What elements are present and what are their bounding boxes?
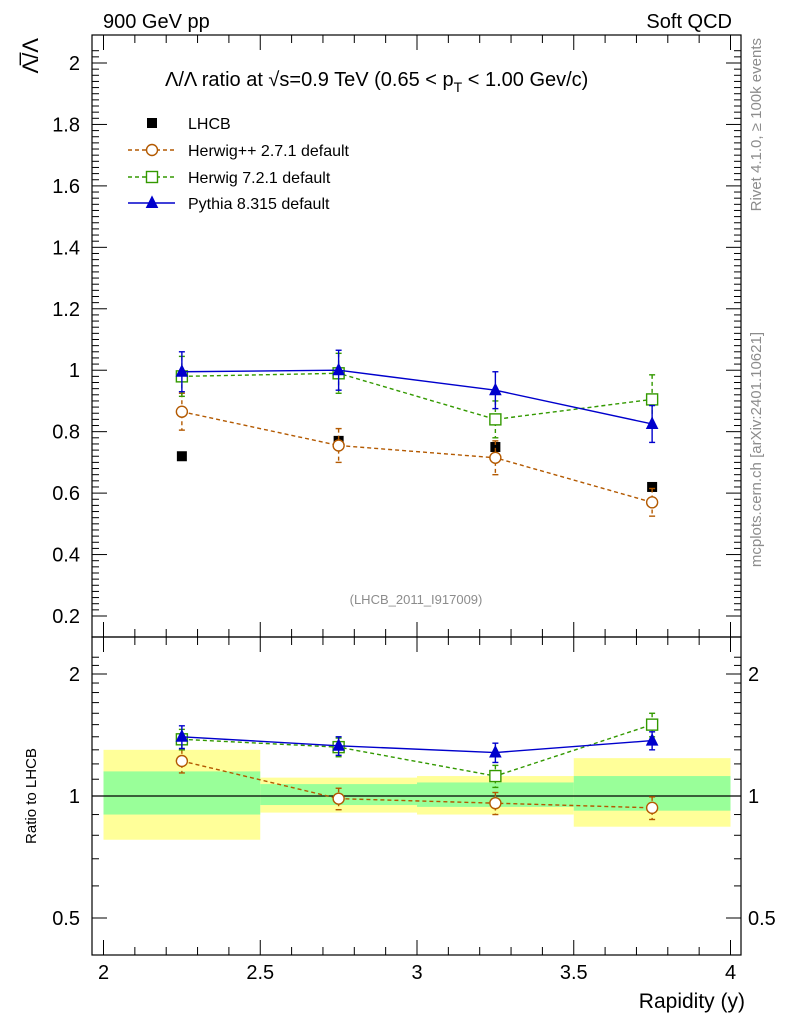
ratio-s0-marker	[489, 796, 502, 810]
ratio-y-axis-label: Ratio to LHCB	[23, 748, 40, 844]
mcplots-info-label: mcplots.cern.ch [arXiv:2401.10621]	[748, 332, 765, 567]
y-tick-label: 0.8	[52, 422, 80, 444]
ratio-tick-label-right: 0.5	[748, 908, 776, 930]
main-s0-marker	[489, 451, 502, 464]
x-tick-label: 2.5	[246, 962, 274, 984]
ratio-s0-line	[181, 760, 653, 809]
ratio-s2-marker	[175, 729, 189, 742]
ratio-s1-marker	[489, 769, 502, 783]
ratio-s1-marker	[645, 718, 659, 731]
x-tick-label: 4	[725, 962, 736, 984]
analysis-id-label: (LHCB_2011_I917009)	[350, 592, 483, 607]
ratio-panel-frame	[91, 636, 742, 956]
x-tick-label: 3	[411, 962, 422, 984]
title-part-3: < 1.00 Gev/c)	[462, 69, 588, 91]
ratio-s0-series	[175, 749, 659, 821]
main-s0-marker	[175, 405, 189, 418]
title-part-1: Λ/Λ ratio at √	[165, 69, 279, 91]
ratio-panel-ticks: 0.5 0.5 1 1 2 2	[52, 637, 776, 955]
lhcb-data-point	[176, 451, 187, 462]
ratio-tick-label-right: 1	[748, 786, 759, 808]
x-axis-label: Rapidity (y)	[639, 990, 745, 1013]
y-tick-label: 1	[69, 360, 80, 382]
y-axis-label: Λ̅/Λ	[18, 38, 43, 74]
legend-marker	[145, 170, 159, 184]
y-tick-label: 1.8	[52, 114, 80, 136]
legend-label: Pythia 8.315 default	[188, 196, 330, 213]
y-tick-label: 1.6	[52, 176, 80, 198]
y-tick-label: 2	[69, 53, 80, 75]
y-tick-label: 0.6	[52, 483, 80, 505]
main-s2-series	[175, 349, 659, 444]
main-s0-line	[181, 411, 653, 504]
main-s2-marker	[489, 382, 502, 396]
header-left-label: 900 GeV pp	[103, 11, 210, 33]
main-s2-marker	[332, 362, 345, 376]
y-tick-label: 1.2	[52, 299, 80, 321]
legend: LHCB Herwig++ 2.7.1 default Herwig 7.2.1 d…	[128, 116, 350, 213]
title-subscript: T	[454, 79, 463, 95]
x-tick-label: 3.5	[560, 962, 588, 984]
main-series-layer	[175, 349, 659, 517]
ratio-uncertainty-bands	[92, 749, 741, 840]
ratio-s2-series	[175, 725, 659, 764]
main-panel-ticks: 0.2 0.4 0.6 0.8 1 1.2 1.4 1.6 1.8 2	[52, 35, 741, 637]
ratio-tick-label-left: 0.5	[52, 908, 80, 930]
lhcb-data-point	[647, 481, 658, 492]
legend-lhcb-label: LHCB	[188, 116, 231, 133]
main-s1-line	[181, 372, 653, 421]
ratio-tick-label-left: 1	[69, 786, 80, 808]
ratio-s2-line	[181, 736, 653, 754]
ratio-s2-marker	[489, 744, 502, 758]
ratio-s0-marker	[175, 754, 189, 768]
legend-marker	[145, 143, 159, 157]
ratio-band-1sigma	[103, 771, 261, 815]
legend-label: Herwig 7.2.1 default	[188, 170, 331, 187]
legend-marker	[145, 195, 159, 208]
ratio-s0-marker	[645, 801, 659, 815]
main-s1-marker	[489, 413, 502, 426]
main-s0-series	[175, 392, 659, 517]
y-tick-label: 1.4	[52, 237, 80, 259]
rivet-info-label: Rivet 4.1.0, ≥ 100k events	[748, 38, 765, 211]
legend-label: Herwig++ 2.7.1 default	[188, 143, 350, 160]
main-s2-marker	[645, 416, 659, 429]
ratio-tick-label-left: 2	[69, 664, 80, 686]
main-s2-marker	[175, 364, 189, 377]
title-part-2: s=0.9 TeV (0.65 < p	[279, 69, 453, 91]
main-s1-marker	[645, 393, 659, 406]
ratio-s0-marker	[332, 792, 345, 805]
ratio-s2-marker	[645, 732, 659, 746]
ratio-s1-line	[181, 723, 653, 777]
lhcb-data-point	[490, 442, 501, 453]
y-tick-label: 0.2	[52, 606, 80, 628]
x-axis: 2 2.5 3 3.5 4	[98, 962, 736, 984]
main-s0-marker	[332, 439, 345, 452]
main-s1-series	[175, 352, 659, 439]
chart-title: Λ/Λ ratio at √s=0.9 TeV (0.65 < pT < 1.0…	[165, 69, 588, 95]
main-s2-line	[181, 369, 653, 425]
y-tick-label: 0.4	[52, 545, 80, 567]
header-right-label: Soft QCD	[646, 11, 732, 33]
ratio-series-layer	[175, 712, 659, 821]
legend-lhcb-marker	[147, 118, 157, 128]
x-tick-label: 2	[98, 962, 109, 984]
ratio-tick-label-right: 2	[748, 664, 759, 686]
main-s0-marker	[645, 496, 659, 509]
ratio-s2-marker	[332, 738, 345, 751]
